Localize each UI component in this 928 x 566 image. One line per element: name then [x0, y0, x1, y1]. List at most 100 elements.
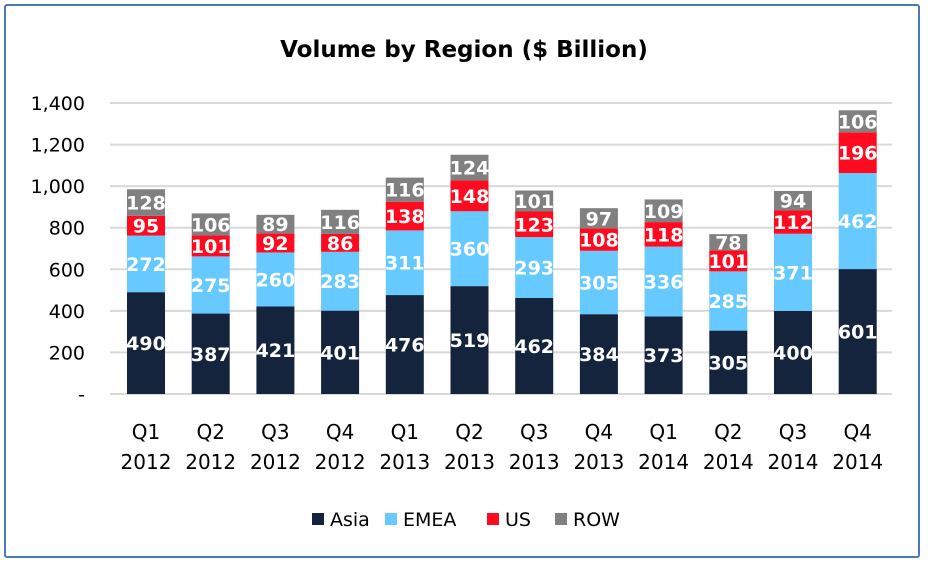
data-label: 116 [320, 212, 360, 234]
bar-us [321, 233, 360, 252]
x-tick-label: 2013 [509, 450, 560, 474]
bar-emea [450, 211, 489, 287]
data-label: 601 [838, 322, 878, 344]
data-label: 260 [256, 269, 296, 291]
bar-asia [644, 316, 683, 394]
bar-row [579, 208, 618, 229]
x-tick-label: 2014 [703, 450, 754, 474]
data-label: 128 [126, 193, 166, 215]
bar-us [709, 250, 748, 272]
bar-us [515, 211, 554, 238]
data-label: 106 [191, 214, 231, 236]
legend-label: EMEA [403, 509, 456, 531]
data-label: 421 [256, 340, 296, 362]
data-label: 148 [450, 186, 490, 208]
data-label: 124 [450, 158, 490, 180]
data-label: 401 [320, 342, 360, 364]
data-label: 272 [126, 254, 166, 276]
bar-emea [774, 233, 812, 311]
bar-emea [579, 250, 618, 315]
bar-emea [191, 256, 230, 314]
chart-frame [4, 4, 920, 558]
bar-us [256, 233, 295, 253]
x-tick-label: Q4 [585, 420, 613, 444]
bar-us [644, 222, 683, 247]
bar-asia [385, 295, 424, 394]
bar-row [515, 190, 554, 212]
bar-emea [838, 173, 877, 270]
x-tick-label: 2014 [638, 450, 689, 474]
data-label: 94 [780, 191, 806, 213]
data-label: 360 [450, 239, 490, 261]
data-label: 97 [586, 208, 612, 230]
data-label: 89 [262, 214, 288, 236]
bar-us [838, 132, 877, 174]
bar-asia [774, 310, 812, 394]
bar-row [256, 214, 295, 234]
data-label: 118 [644, 224, 684, 246]
x-tick-label: Q3 [779, 420, 807, 444]
data-label: 462 [838, 211, 878, 233]
data-label: 462 [514, 336, 554, 358]
bar-asia [450, 286, 489, 394]
data-label: 371 [773, 262, 813, 284]
y-tick-label: 1,000 [31, 176, 85, 198]
x-tick-label: 2014 [832, 450, 883, 474]
bar-emea [644, 246, 683, 317]
bar-us [191, 235, 230, 257]
data-label: 384 [579, 344, 619, 366]
bar-asia [838, 269, 877, 394]
x-tick-label: Q4 [843, 420, 871, 444]
data-label: 285 [708, 291, 748, 313]
x-tick-label: 2012 [315, 450, 366, 474]
bar-emea [321, 251, 360, 311]
y-tick-label: 400 [49, 301, 85, 323]
bar-asia [256, 306, 295, 394]
x-tick-label: Q2 [714, 420, 742, 444]
data-label: 101 [191, 236, 231, 258]
x-tick-label: 2013 [444, 450, 495, 474]
data-label: 109 [644, 201, 684, 223]
x-tick-label: 2014 [768, 450, 819, 474]
data-label: 311 [385, 253, 425, 275]
data-label: 336 [644, 272, 684, 294]
x-tick-label: Q1 [391, 420, 419, 444]
y-tick-label: 800 [49, 218, 85, 240]
x-tick-label: 2013 [573, 450, 624, 474]
data-label: 400 [773, 342, 813, 364]
data-label: 86 [327, 233, 353, 255]
x-tick-label: Q3 [261, 420, 289, 444]
bar-us [385, 201, 424, 231]
bar-row [709, 234, 748, 251]
data-label: 305 [579, 272, 619, 294]
bar-asia [127, 292, 165, 394]
legend-label: ROW [573, 509, 620, 531]
x-tick-label: Q1 [649, 420, 677, 444]
bar-emea [709, 271, 748, 331]
data-label: 101 [708, 251, 748, 273]
bar-asia [515, 297, 554, 394]
bar-asia [191, 313, 230, 394]
bar-us [450, 180, 489, 212]
data-label: 293 [514, 258, 554, 280]
y-tick-label: 200 [49, 342, 85, 364]
x-tick-label: 2013 [379, 450, 430, 474]
legend-label: Asia [330, 509, 370, 531]
data-label: 106 [838, 111, 878, 133]
bar-row [838, 110, 877, 133]
legend-swatch-row [555, 513, 567, 525]
x-tick-label: Q4 [326, 420, 354, 444]
x-tick-label: Q1 [132, 420, 160, 444]
data-label: 196 [838, 143, 878, 165]
bar-us [579, 228, 618, 251]
data-label: 108 [579, 230, 619, 252]
legend-label: US [505, 509, 531, 531]
bar-asia [709, 330, 748, 394]
bar-emea [385, 230, 424, 296]
x-tick-label: Q3 [520, 420, 548, 444]
bar-row [321, 209, 360, 234]
bar-row [191, 213, 230, 236]
data-label: 519 [450, 330, 490, 352]
chart-title: Volume by Region ($ Billion) [280, 37, 648, 63]
